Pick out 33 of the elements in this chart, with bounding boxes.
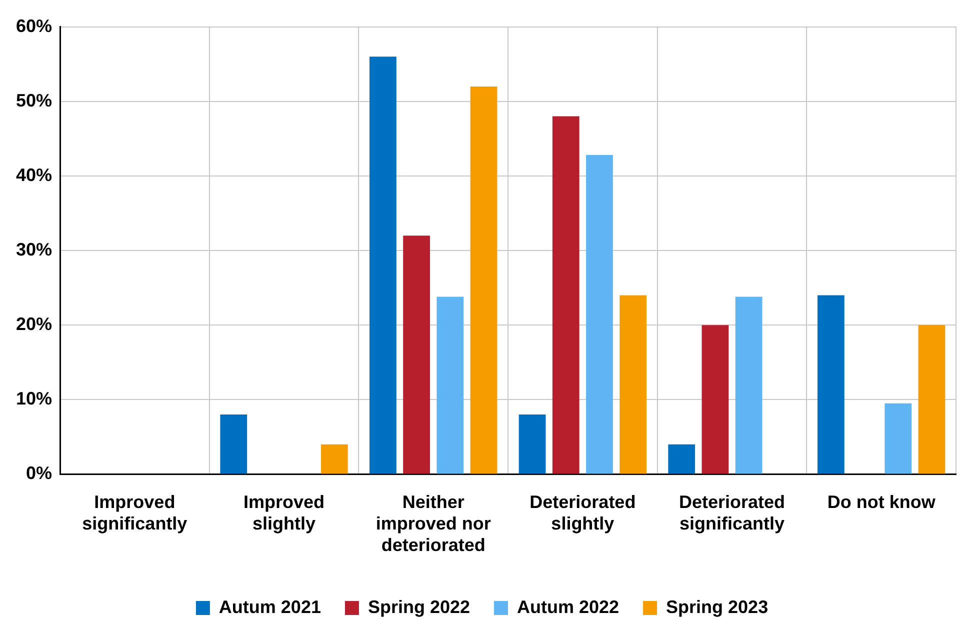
bar xyxy=(620,295,647,474)
x-tick-label: Deteriorated slightly xyxy=(530,492,636,534)
x-tick-label: Improved significantly xyxy=(82,492,188,534)
bar xyxy=(403,236,430,474)
bar xyxy=(918,325,946,474)
x-tick-label: Deteriorated significantly xyxy=(678,492,786,534)
bar xyxy=(370,56,396,474)
y-tick-label: 20% xyxy=(16,314,52,334)
bar xyxy=(884,403,912,474)
x-tick-label: Do not know xyxy=(827,492,936,512)
y-tick-label: 30% xyxy=(16,239,52,260)
y-tick-label: 40% xyxy=(16,164,52,185)
bar xyxy=(518,414,546,474)
bar xyxy=(702,325,729,474)
bar xyxy=(436,296,464,474)
y-tick-label: 60% xyxy=(16,16,52,36)
y-tick-label: 10% xyxy=(16,388,52,409)
bar xyxy=(586,155,613,474)
x-tick-label: Neither improved nor deteriorated xyxy=(376,492,491,556)
bar xyxy=(220,414,248,474)
y-tick-label: 50% xyxy=(16,90,52,110)
x-tick-label: Improved slightly xyxy=(244,492,325,534)
bar xyxy=(552,116,580,474)
legend-label: Autum 2021 xyxy=(218,596,321,617)
bar xyxy=(470,86,498,474)
legend-label: Spring 2022 xyxy=(368,596,470,617)
y-tick-label: 0% xyxy=(26,463,52,484)
bar xyxy=(818,295,844,474)
bar xyxy=(668,444,696,474)
bar xyxy=(320,444,348,474)
bar xyxy=(735,296,762,474)
legend-label: Autum 2022 xyxy=(517,596,620,617)
legend-label: Spring 2023 xyxy=(666,596,768,617)
